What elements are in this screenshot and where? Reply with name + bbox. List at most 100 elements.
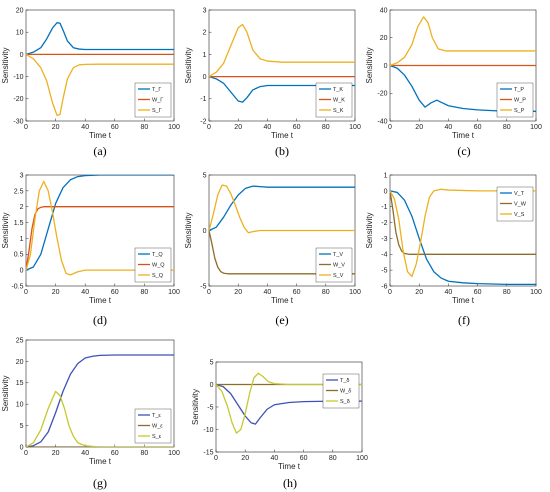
- panel-caption: (a): [93, 144, 106, 158]
- legend-label: W_P: [514, 98, 526, 104]
- y-tick-label: -5: [207, 404, 213, 411]
- x-tick-label: 80: [503, 124, 511, 131]
- y-tick-label: 10: [16, 30, 24, 37]
- y-tick-label: -1: [200, 96, 206, 103]
- y-tick-label: -5: [200, 283, 206, 290]
- legend: T_δ W_δ S_δ: [322, 373, 360, 409]
- series-line-W: [209, 230, 355, 275]
- y-tick-label: -15: [203, 449, 213, 456]
- legend-label: W_Γ: [152, 98, 163, 104]
- x-axis-label: Time t: [271, 296, 294, 305]
- legend: T_P W_P S_P: [496, 82, 534, 118]
- y-tick-label: 1.5: [14, 220, 24, 227]
- y-axis-label: Sensitivity: [191, 389, 200, 425]
- x-tick-label: 0: [388, 289, 392, 296]
- y-axis-label: Sensitivity: [1, 375, 10, 411]
- y-tick-label: 40: [380, 7, 388, 14]
- panel-caption: (f): [458, 313, 470, 327]
- x-tick-label: 100: [530, 124, 542, 131]
- y-tick-label: -4: [381, 252, 387, 259]
- x-tick-label: 100: [168, 450, 180, 457]
- x-tick-label: 60: [293, 124, 301, 131]
- x-tick-label: 40: [271, 455, 279, 462]
- legend-label: W_δ: [340, 389, 351, 395]
- x-tick-label: 0: [24, 289, 28, 296]
- y-axis-label: Sensitivity: [365, 212, 374, 248]
- x-tick-label: 80: [329, 455, 337, 462]
- x-axis-label: Time t: [89, 131, 112, 140]
- y-tick-label: -10: [13, 74, 23, 81]
- x-tick-label: 20: [415, 289, 423, 296]
- series-line-S: [26, 390, 174, 447]
- x-tick-label: 20: [52, 124, 60, 131]
- y-tick-label: 0: [20, 52, 24, 59]
- x-tick-label: 0: [24, 124, 28, 131]
- x-tick-label: 20: [234, 289, 242, 296]
- y-tick-label: 20: [380, 35, 388, 42]
- x-tick-label: 20: [52, 450, 60, 457]
- y-tick-label: 1: [203, 52, 207, 59]
- legend-label: T_K: [333, 87, 343, 93]
- x-tick-label: 40: [81, 289, 89, 296]
- legend-label: S_Γ: [152, 108, 162, 114]
- legend-label: S_Q: [152, 273, 164, 279]
- chart-panel-a: 0 20 40 60 80 100 -30 -20 -10 0 10 20 Time t Sensitiv…: [1, 7, 180, 158]
- y-tick-label: 1: [384, 172, 388, 179]
- x-axis-label: Time t: [278, 462, 301, 471]
- x-tick-label: 60: [111, 289, 119, 296]
- y-axis-label: Sensitivity: [1, 47, 10, 83]
- x-tick-label: 80: [503, 289, 511, 296]
- y-tick-label: 5: [210, 359, 214, 366]
- x-tick-label: 80: [322, 289, 330, 296]
- x-tick-label: 60: [474, 124, 482, 131]
- x-tick-label: 100: [168, 124, 180, 131]
- x-tick-label: 0: [388, 124, 392, 131]
- x-tick-label: 60: [293, 289, 301, 296]
- y-tick-label: 3: [203, 7, 207, 14]
- panel-caption: (b): [275, 144, 289, 158]
- legend: V_T V_W V_S: [496, 186, 534, 222]
- y-axis-label: Sensitivity: [1, 212, 10, 248]
- legend: T_V W_V S_V: [315, 247, 353, 283]
- legend-label: W_ε: [152, 424, 163, 430]
- y-tick-label: 10: [16, 402, 24, 409]
- y-tick-label: 0: [20, 268, 24, 275]
- legend-label: V_W: [514, 202, 527, 208]
- y-axis-label: Sensitivity: [184, 47, 193, 83]
- y-tick-label: 1: [20, 236, 24, 243]
- x-tick-label: 80: [322, 124, 330, 131]
- y-tick-label: -10: [203, 427, 213, 434]
- x-axis-label: Time t: [271, 131, 294, 140]
- x-axis-label: Time t: [452, 131, 475, 140]
- legend-label: S_V: [333, 273, 344, 279]
- legend-label: W_K: [333, 98, 345, 104]
- x-tick-label: 40: [264, 289, 272, 296]
- y-tick-label: -20: [13, 96, 23, 103]
- x-tick-label: 100: [349, 289, 361, 296]
- legend-label: T_Γ: [152, 87, 161, 93]
- legend: T_ε W_ε S_ε: [134, 408, 172, 444]
- series-line-S: [216, 372, 362, 434]
- x-tick-label: 40: [81, 124, 89, 131]
- x-tick-label: 40: [264, 124, 272, 131]
- y-tick-label: 15: [16, 380, 24, 387]
- series-line-T: [26, 175, 174, 271]
- y-tick-label: 20: [16, 359, 24, 366]
- chart-panel-g: 0 20 40 60 80 100 0 5 10 15 20 25 Time t Sensitivity T…: [1, 337, 180, 490]
- legend-label: V_T: [514, 191, 525, 197]
- y-tick-label: -20: [377, 91, 387, 98]
- y-tick-label: -0.5: [11, 283, 23, 290]
- x-tick-label: 20: [234, 124, 242, 131]
- legend-label: S_P: [514, 108, 525, 114]
- x-tick-label: 100: [168, 289, 180, 296]
- legend-label: T_V: [333, 252, 343, 258]
- series-line-S: [390, 16, 536, 67]
- panel-caption: (e): [275, 313, 288, 327]
- y-tick-label: 0: [384, 63, 388, 70]
- series-line-S: [26, 180, 174, 276]
- x-tick-label: 20: [52, 289, 60, 296]
